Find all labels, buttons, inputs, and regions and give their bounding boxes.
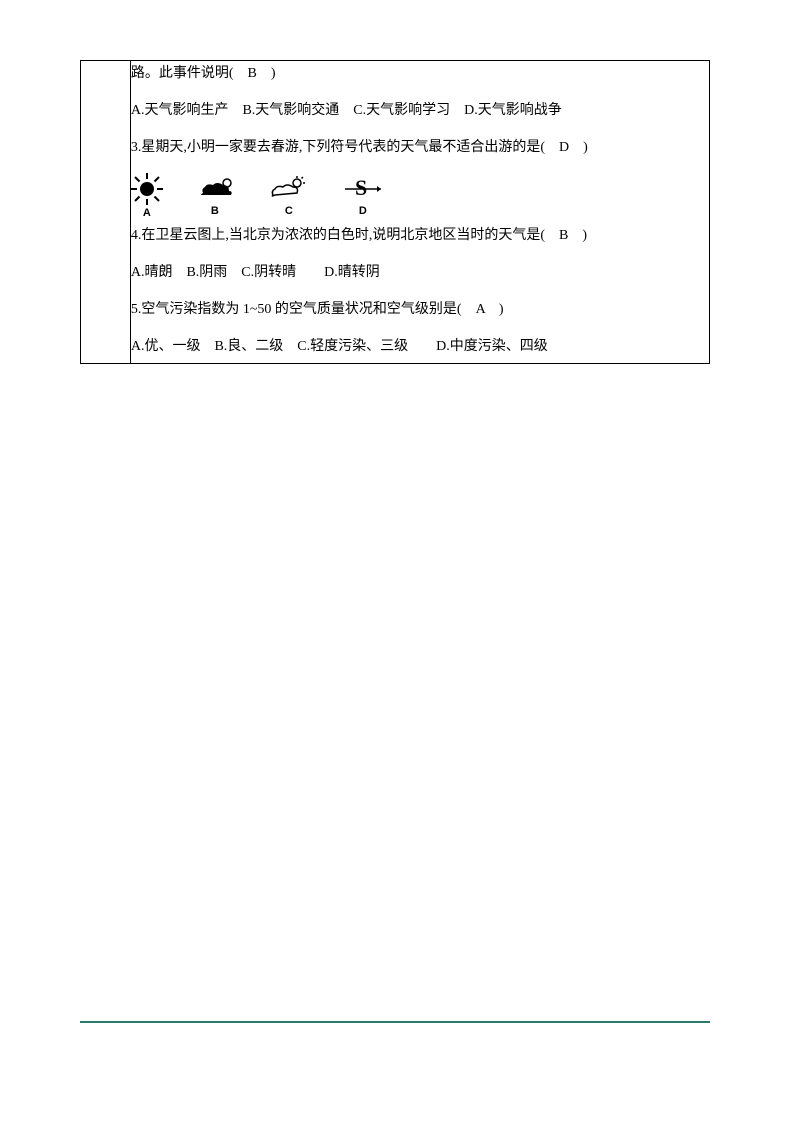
- sandstorm-icon: S: [341, 175, 385, 203]
- q5-options: A.优、一级 B.良、二级 C.轻度污染、三级 D.中度污染、四级: [131, 334, 709, 359]
- partly-cloudy-icon: [267, 175, 311, 203]
- q3-text: 3.星期天,小明一家要去春游,下列符号代表的天气最不适合出游的是( D ): [131, 135, 709, 160]
- icon-group-a: A: [131, 173, 163, 219]
- icon-group-b: B: [193, 175, 237, 217]
- cloud-sun-icon: [193, 175, 237, 203]
- right-column: 路。此事件说明( B ) A.天气影响生产 B.天气影响交通 C.天气影响学习 …: [130, 61, 709, 364]
- icon-label-b: B: [211, 205, 219, 217]
- q5-text: 5.空气污染指数为 1~50 的空气质量状况和空气级别是( A ): [131, 297, 709, 322]
- icon-group-d: S D: [341, 175, 385, 217]
- left-column: [81, 61, 131, 364]
- icon-label-a: A: [143, 207, 151, 219]
- icon-label-c: C: [285, 205, 293, 217]
- icon-label-d: D: [359, 205, 367, 217]
- q2-line1: 路。此事件说明( B ): [131, 61, 709, 86]
- q4-text: 4.在卫星云图上,当北京为浓浓的白色时,说明北京地区当时的天气是( B ): [131, 223, 709, 248]
- svg-text:S: S: [355, 175, 367, 200]
- weather-icons-row: A B: [131, 173, 709, 219]
- sun-icon: [131, 173, 163, 205]
- q4-options: A.晴朗 B.阴雨 C.阴转晴 D.晴转阴: [131, 260, 709, 285]
- content-table: 路。此事件说明( B ) A.天气影响生产 B.天气影响交通 C.天气影响学习 …: [80, 60, 710, 364]
- icon-group-c: C: [267, 175, 311, 217]
- q2-options: A.天气影响生产 B.天气影响交通 C.天气影响学习 D.天气影响战争: [131, 98, 709, 123]
- footer-line: [80, 1021, 710, 1023]
